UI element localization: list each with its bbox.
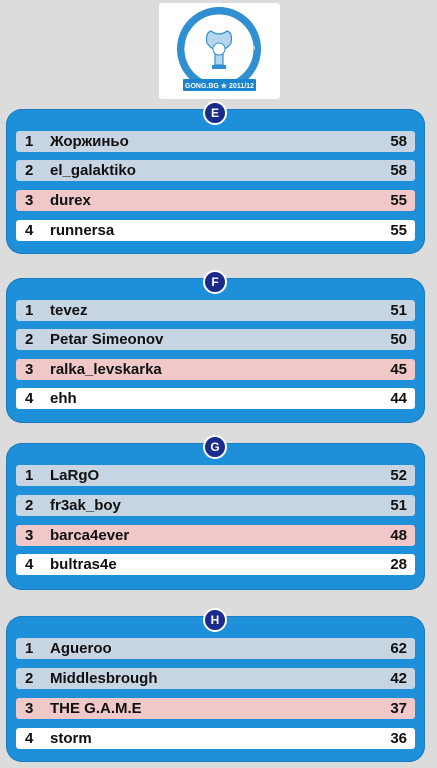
row-points: 45 <box>390 361 407 378</box>
row-points: 48 <box>390 527 407 544</box>
group-f-panel: F 1 tevez 51 2 Petar Simeonov 50 3 ralka… <box>6 270 425 423</box>
row-rank: 4 <box>25 390 34 407</box>
row-player-name: Жоржиньо <box>50 133 129 150</box>
row-rank: 1 <box>25 133 34 150</box>
row-points: 42 <box>390 670 407 687</box>
table-row: 4 bultras4e 28 <box>16 554 415 575</box>
row-player-name: barca4ever <box>50 527 130 544</box>
row-player-name: THE G.A.M.E <box>50 700 142 717</box>
table-row: 4 storm 36 <box>16 728 415 749</box>
row-player-name: durex <box>50 192 91 209</box>
row-player-name: Agueroo <box>50 640 112 657</box>
row-points: 58 <box>390 162 407 179</box>
group-letter-badge: F <box>203 270 227 294</box>
table-row: 1 Жоржиньо 58 <box>16 131 415 152</box>
table-row: 2 Petar Simeonov 50 <box>16 329 415 350</box>
table-row: 2 fr3ak_boy 51 <box>16 495 415 516</box>
row-rank: 4 <box>25 730 34 747</box>
row-points: 37 <box>390 700 407 717</box>
row-rank: 1 <box>25 302 34 319</box>
table-row: 3 ralka_levskarka 45 <box>16 359 415 380</box>
group-letter-badge: E <box>203 101 227 125</box>
table-row: 2 el_galaktiko 58 <box>16 160 415 181</box>
row-points: 52 <box>390 467 407 484</box>
row-points: 58 <box>390 133 407 150</box>
row-player-name: ralka_levskarka <box>50 361 162 378</box>
table-row: 3 barca4ever 48 <box>16 525 415 546</box>
row-player-name: Petar Simeonov <box>50 331 164 348</box>
row-points: 55 <box>390 222 407 239</box>
table-row: 1 tevez 51 <box>16 300 415 321</box>
row-points: 36 <box>390 730 407 747</box>
row-points: 51 <box>390 497 407 514</box>
row-rank: 1 <box>25 467 34 484</box>
row-points: 28 <box>390 556 407 573</box>
row-points: 44 <box>390 390 407 407</box>
group-g-panel: G 1 LaRgO 52 2 fr3ak_boy 51 3 barca4ever… <box>6 435 425 590</box>
row-rank: 1 <box>25 640 34 657</box>
uefa-champions-league-logo: UEFA CHAMPIONS LEAGUE GONG.BG ★ 2011/12 <box>159 3 280 99</box>
row-rank: 3 <box>25 700 34 717</box>
row-rank: 2 <box>25 670 34 687</box>
table-row: 1 Agueroo 62 <box>16 638 415 659</box>
row-rank: 4 <box>25 556 34 573</box>
logo-banner-text: GONG.BG ★ 2011/12 <box>185 82 254 90</box>
trophy-logo-icon: UEFA CHAMPIONS LEAGUE GONG.BG ★ 2011/12 <box>177 7 261 91</box>
group-e-panel: E 1 Жоржиньо 58 2 el_galaktiko 58 3 dure… <box>6 101 425 254</box>
row-rank: 2 <box>25 331 34 348</box>
row-points: 50 <box>390 331 407 348</box>
row-rank: 2 <box>25 162 34 179</box>
row-rank: 3 <box>25 527 34 544</box>
row-rank: 3 <box>25 361 34 378</box>
table-row: 3 durex 55 <box>16 190 415 211</box>
table-row: 3 THE G.A.M.E 37 <box>16 698 415 719</box>
row-player-name: fr3ak_boy <box>50 497 121 514</box>
row-player-name: LaRgO <box>50 467 100 484</box>
row-player-name: runnersa <box>50 222 115 239</box>
row-rank: 3 <box>25 192 34 209</box>
row-player-name: tevez <box>50 302 88 319</box>
row-points: 51 <box>390 302 407 319</box>
table-row: 1 LaRgO 52 <box>16 465 415 486</box>
row-player-name: storm <box>50 730 92 747</box>
table-row: 4 ehh 44 <box>16 388 415 409</box>
row-player-name: bultras4e <box>50 556 117 573</box>
row-rank: 2 <box>25 497 34 514</box>
group-h-panel: H 1 Agueroo 62 2 Middlesbrough 42 3 THE … <box>6 608 425 762</box>
row-rank: 4 <box>25 222 34 239</box>
row-player-name: ehh <box>50 390 77 407</box>
row-player-name: el_galaktiko <box>50 162 136 179</box>
table-row: 4 runnersa 55 <box>16 220 415 241</box>
group-letter-badge: H <box>203 608 227 632</box>
row-points: 62 <box>390 640 407 657</box>
row-points: 55 <box>390 192 407 209</box>
table-row: 2 Middlesbrough 42 <box>16 668 415 689</box>
row-player-name: Middlesbrough <box>50 670 158 687</box>
group-letter-badge: G <box>203 435 227 459</box>
